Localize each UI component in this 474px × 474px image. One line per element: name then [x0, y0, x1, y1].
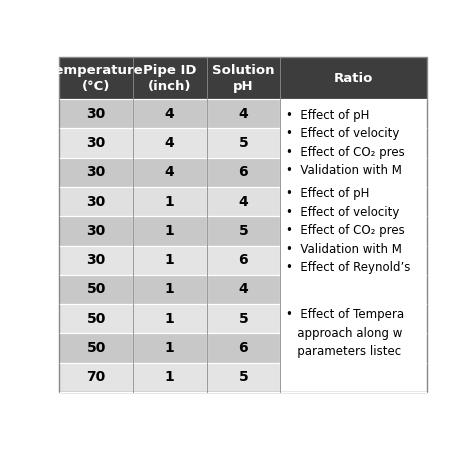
Bar	[59, 99, 133, 128]
Text: 30: 30	[86, 165, 106, 179]
Bar	[207, 216, 280, 246]
Bar	[133, 216, 207, 246]
Bar	[133, 246, 207, 275]
Bar	[207, 187, 280, 216]
Text: 30: 30	[86, 253, 106, 267]
Bar	[59, 216, 133, 246]
Bar	[59, 304, 133, 333]
Bar	[280, 275, 427, 392]
Text: 30: 30	[86, 195, 106, 209]
Text: 4: 4	[238, 107, 248, 121]
Text: 30: 30	[86, 136, 106, 150]
Bar	[280, 99, 427, 187]
Bar	[207, 304, 280, 333]
Text: 4: 4	[165, 136, 174, 150]
Text: 1: 1	[165, 224, 174, 238]
Bar	[207, 275, 280, 304]
Bar	[59, 275, 133, 304]
Text: 30: 30	[86, 107, 106, 121]
Bar	[207, 246, 280, 275]
Text: 6: 6	[238, 253, 248, 267]
Text: 1: 1	[165, 341, 174, 355]
Text: 50: 50	[86, 283, 106, 296]
Text: 5: 5	[238, 312, 248, 326]
Bar	[59, 246, 133, 275]
Text: 30: 30	[86, 224, 106, 238]
Text: 1: 1	[165, 253, 174, 267]
Bar	[207, 158, 280, 187]
Bar	[59, 128, 133, 158]
Text: 4: 4	[238, 283, 248, 296]
Bar	[280, 57, 427, 99]
Text: 5: 5	[238, 370, 248, 384]
Bar	[133, 187, 207, 216]
Bar	[59, 363, 133, 392]
Bar	[133, 304, 207, 333]
Bar	[133, 99, 207, 128]
Text: Temperature
(°C): Temperature (°C)	[48, 64, 144, 92]
Bar	[207, 128, 280, 158]
Text: 1: 1	[165, 370, 174, 384]
Text: 6: 6	[238, 341, 248, 355]
Bar	[207, 57, 280, 99]
Bar	[59, 333, 133, 363]
Text: Ratio: Ratio	[334, 72, 373, 84]
Bar	[207, 99, 280, 128]
Bar	[280, 187, 427, 275]
Bar	[133, 363, 207, 392]
Bar	[133, 128, 207, 158]
Bar	[59, 158, 133, 187]
Bar	[133, 275, 207, 304]
Bar	[133, 158, 207, 187]
Text: 6: 6	[238, 165, 248, 179]
Text: 1: 1	[165, 312, 174, 326]
Bar	[133, 57, 207, 99]
Text: 5: 5	[238, 136, 248, 150]
Text: 5: 5	[238, 224, 248, 238]
Bar	[59, 57, 133, 99]
Bar	[133, 333, 207, 363]
Text: Pipe ID
(inch): Pipe ID (inch)	[143, 64, 196, 92]
Text: •  Effect of pH
•  Effect of velocity
•  Effect of CO₂ pres
•  Validation with M: • Effect of pH • Effect of velocity • Ef…	[286, 187, 410, 274]
Text: Solution
pH: Solution pH	[212, 64, 274, 92]
Text: 50: 50	[86, 341, 106, 355]
Text: 1: 1	[165, 195, 174, 209]
Text: 50: 50	[86, 312, 106, 326]
Bar	[207, 333, 280, 363]
Text: 1: 1	[165, 283, 174, 296]
Text: •  Effect of Tempera
   approach along w
   parameters listec: • Effect of Tempera approach along w par…	[286, 308, 404, 358]
Text: 4: 4	[165, 107, 174, 121]
Text: 70: 70	[86, 370, 106, 384]
Text: •  Effect of pH
•  Effect of velocity
•  Effect of CO₂ pres
•  Validation with M: • Effect of pH • Effect of velocity • Ef…	[286, 109, 405, 177]
Bar	[207, 363, 280, 392]
Text: 4: 4	[165, 165, 174, 179]
Text: 4: 4	[238, 195, 248, 209]
Bar	[59, 187, 133, 216]
